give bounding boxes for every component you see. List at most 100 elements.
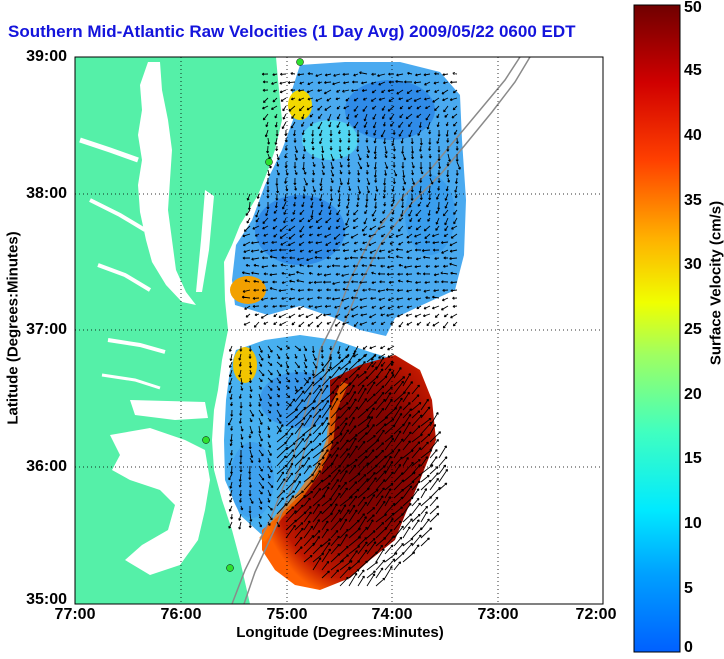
velocity-arrow	[312, 161, 316, 167]
velocity-arrow	[418, 121, 422, 128]
velocity-arrow	[267, 369, 273, 376]
velocity-arrow	[317, 272, 323, 276]
velocity-arrow	[263, 321, 269, 325]
velocity-arrow	[242, 289, 251, 293]
velocity-arrow	[290, 88, 296, 92]
velocity-arrow	[375, 407, 385, 419]
velocity-arrow	[348, 437, 357, 451]
velocity-arrow	[336, 217, 341, 223]
velocity-arrow	[284, 161, 288, 169]
velocity-arrow	[396, 73, 404, 77]
velocity-arrow	[410, 153, 414, 160]
velocity-arrow	[411, 145, 415, 154]
velocity-arrow	[437, 153, 441, 162]
velocity-arrow	[242, 241, 251, 247]
velocity-arrow	[380, 129, 386, 138]
velocity-arrow	[276, 377, 282, 384]
velocity-arrow	[303, 414, 312, 427]
velocity-arrow	[248, 465, 252, 475]
velocity-arrow	[384, 437, 394, 451]
velocity-arrow	[330, 559, 344, 571]
velocity-arrow	[359, 71, 368, 75]
velocity-arrow	[341, 241, 350, 246]
x-tick-label: 76:00	[160, 606, 202, 623]
velocity-arrow	[449, 97, 458, 102]
velocity-arrow	[356, 129, 360, 137]
velocity-arrow	[450, 313, 458, 319]
velocity-arrow	[308, 249, 314, 253]
velocity-arrow	[406, 89, 413, 94]
velocity-arrow	[276, 161, 280, 167]
velocity-arrow	[432, 241, 440, 245]
velocity-arrow	[449, 257, 458, 261]
velocity-arrow	[240, 505, 244, 511]
plot-frame	[74, 56, 604, 605]
velocity-arrow	[357, 496, 366, 507]
velocity-arrow	[348, 472, 361, 483]
velocity-arrow	[262, 113, 269, 121]
velocity-arrow	[352, 80, 359, 84]
velocity-arrow	[361, 225, 368, 232]
colorbar-tick: 45	[684, 62, 702, 79]
velocity-arrow	[383, 201, 387, 207]
velocity-arrow	[294, 153, 298, 161]
velocity-arrow	[384, 386, 393, 395]
velocity-arrow	[364, 201, 368, 208]
velocity-arrow	[329, 193, 334, 202]
velocity-arrow	[303, 406, 315, 419]
velocity-arrow	[373, 137, 377, 144]
velocity-arrow	[366, 177, 371, 186]
radar-site-marker	[202, 436, 210, 444]
velocity-arrow	[400, 209, 404, 217]
velocity-arrow	[320, 353, 324, 359]
velocity-arrow	[402, 518, 413, 531]
velocity-arrow	[429, 431, 442, 443]
velocity-arrow	[330, 177, 334, 184]
velocity-arrow	[339, 509, 350, 523]
velocity-arrow	[423, 73, 431, 77]
velocity-arrow	[444, 193, 449, 201]
velocity-arrow	[375, 185, 379, 192]
velocity-arrow	[290, 97, 296, 101]
velocity-arrow	[245, 263, 251, 267]
velocity-arrow	[375, 537, 387, 547]
velocity-arrow	[296, 279, 305, 283]
velocity-arrow	[434, 72, 440, 76]
velocity-arrow	[339, 470, 348, 483]
velocity-arrow	[406, 256, 413, 260]
velocity-arrow	[298, 321, 305, 328]
velocity-arrow	[229, 497, 233, 503]
velocity-arrow	[420, 169, 424, 175]
velocity-arrow	[354, 113, 359, 118]
velocity-arrow	[453, 129, 458, 135]
velocity-arrow	[357, 177, 361, 183]
velocity-arrow	[372, 113, 377, 120]
velocity-arrow	[384, 161, 389, 169]
velocity-arrow	[432, 321, 440, 327]
velocity-arrow	[335, 313, 341, 318]
velocity-arrow	[393, 479, 405, 491]
velocity-arrow	[452, 321, 458, 327]
velocity-arrow	[249, 409, 255, 417]
velocity-arrow	[366, 537, 376, 547]
velocity-arrow	[388, 80, 395, 84]
velocity-arrow	[258, 489, 263, 495]
velocity-arrow	[290, 305, 296, 309]
velocity-arrow	[429, 438, 439, 451]
velocity-arrow	[416, 305, 422, 310]
velocity-arrow	[321, 570, 330, 579]
velocity-arrow	[384, 424, 396, 435]
velocity-arrow	[324, 105, 332, 111]
velocity-arrow	[294, 399, 304, 411]
velocity-arrow	[366, 366, 378, 379]
velocity-arrow	[312, 408, 322, 419]
velocity-arrow	[243, 321, 251, 326]
velocity-arrow	[411, 488, 420, 499]
velocity-arrow	[336, 113, 341, 120]
velocity-arrow	[269, 287, 278, 291]
velocity-arrow	[248, 433, 252, 439]
velocity-arrow	[415, 225, 422, 231]
velocity-arrow	[451, 113, 458, 119]
velocity-arrow	[240, 441, 244, 449]
velocity-arrow	[291, 321, 296, 326]
